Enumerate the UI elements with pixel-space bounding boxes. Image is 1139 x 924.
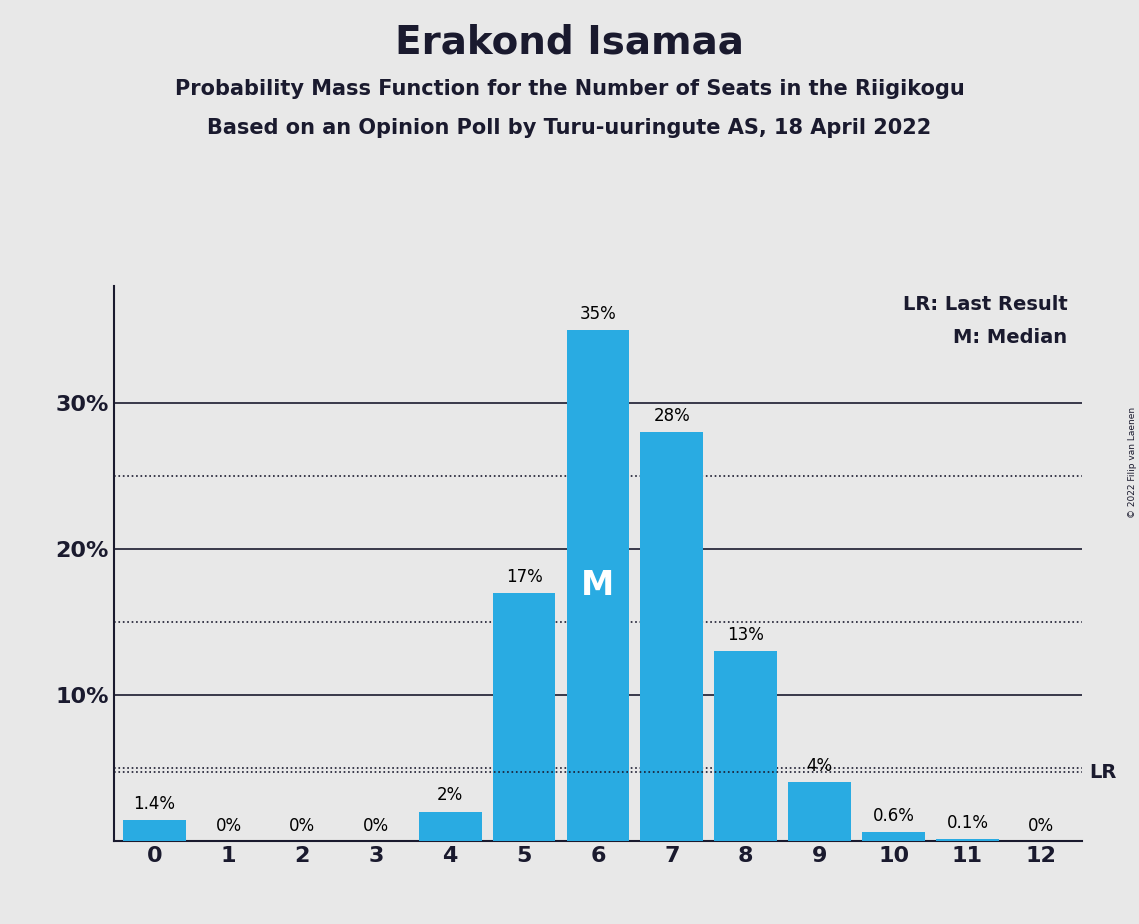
Text: M: M — [581, 569, 615, 602]
Bar — [714, 651, 777, 841]
Text: 0.1%: 0.1% — [947, 814, 989, 833]
Text: 17%: 17% — [506, 567, 542, 586]
Text: © 2022 Filip van Laenen: © 2022 Filip van Laenen — [1128, 407, 1137, 517]
Text: M: Median: M: Median — [953, 328, 1067, 347]
Bar — [123, 821, 186, 841]
Text: 35%: 35% — [580, 305, 616, 322]
Bar — [788, 783, 851, 841]
Bar — [493, 593, 556, 841]
Text: 1.4%: 1.4% — [133, 796, 175, 813]
Bar — [566, 330, 630, 841]
Text: 28%: 28% — [654, 407, 690, 425]
Text: 4%: 4% — [806, 757, 833, 775]
Text: 0%: 0% — [215, 817, 241, 835]
Bar — [936, 839, 999, 841]
Text: Probability Mass Function for the Number of Seats in the Riigikogu: Probability Mass Function for the Number… — [174, 79, 965, 99]
Bar — [862, 833, 925, 841]
Text: 13%: 13% — [728, 626, 764, 644]
Bar — [419, 811, 482, 841]
Text: Erakond Isamaa: Erakond Isamaa — [395, 23, 744, 61]
Text: 0%: 0% — [1029, 817, 1055, 835]
Text: Based on an Opinion Poll by Turu-uuringute AS, 18 April 2022: Based on an Opinion Poll by Turu-uuringu… — [207, 118, 932, 139]
Bar — [640, 432, 703, 841]
Text: 0.6%: 0.6% — [872, 807, 915, 825]
Text: LR: LR — [1089, 763, 1116, 782]
Text: 0%: 0% — [363, 817, 390, 835]
Text: 0%: 0% — [289, 817, 316, 835]
Text: 2%: 2% — [437, 786, 464, 805]
Text: LR: Last Result: LR: Last Result — [903, 295, 1067, 314]
